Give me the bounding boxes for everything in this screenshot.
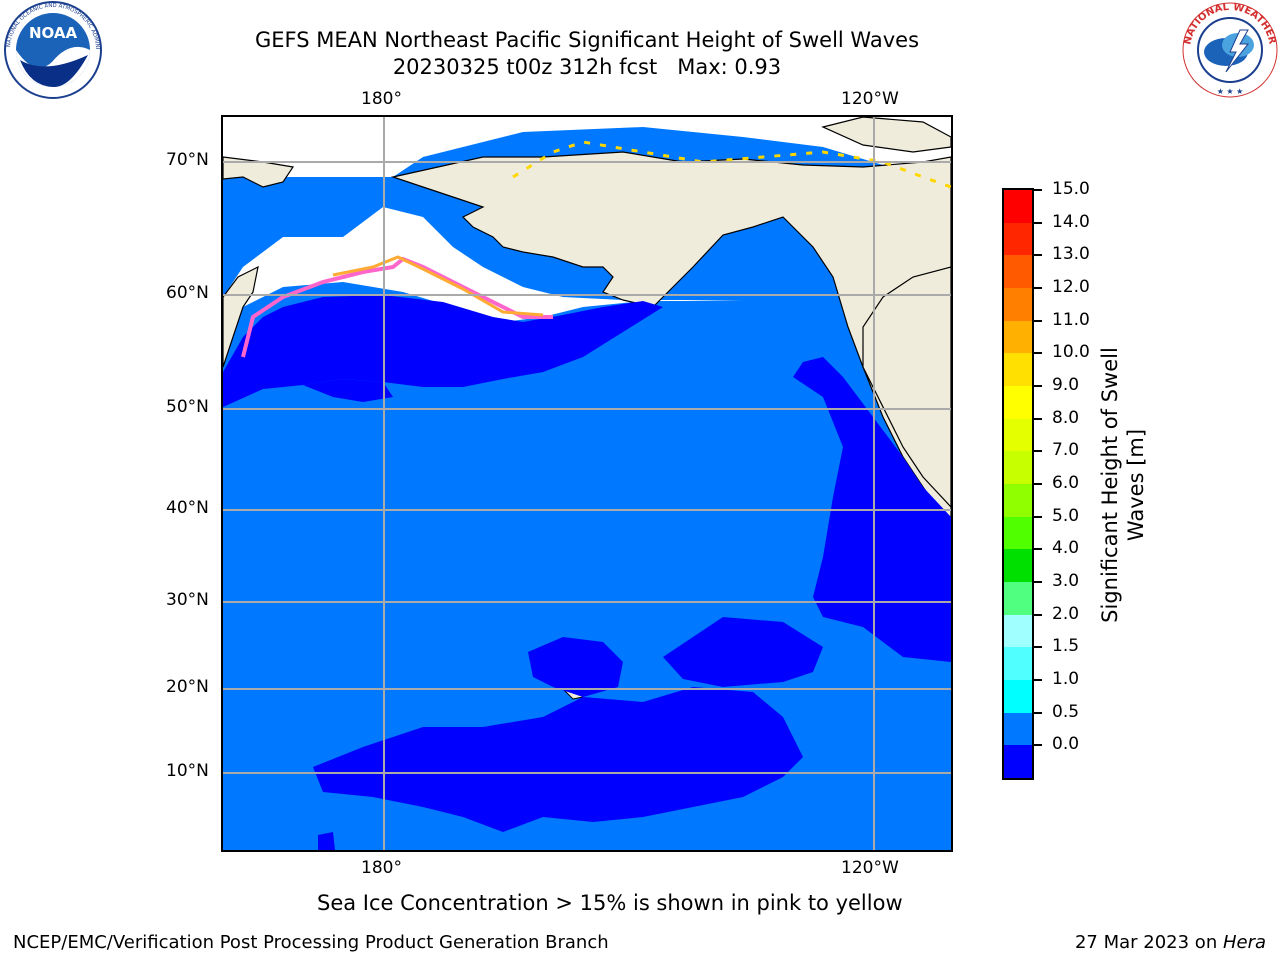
noaa-logo-icon: NOAA NATIONAL OCEANIC AND ATMOSPHERIC AD… — [0, 0, 102, 99]
low-swell-south-patch — [318, 832, 335, 850]
colorbar-segment — [1004, 353, 1032, 387]
colorbar-tick-label: 15.0 — [1052, 179, 1090, 199]
colorbar-segment — [1004, 582, 1032, 616]
colorbar-segment — [1004, 549, 1032, 583]
footer-date: 27 Mar 2023 on Hera — [1075, 932, 1266, 953]
colorbar-tick-mark — [1034, 711, 1042, 714]
colorbar-tick-label: 0.0 — [1052, 734, 1080, 755]
colorbar-tick-mark — [1034, 679, 1042, 681]
lon-label-bottom-120w: 120°W — [841, 858, 899, 878]
lat-label-70n: 70°N — [166, 150, 209, 170]
colorbar-tick-label: 1.0 — [1052, 669, 1080, 689]
low-swell-aleutian-islands — [303, 379, 393, 402]
noaa-logo: NOAA NATIONAL OCEANIC AND ATMOSPHERIC AD… — [0, 0, 104, 100]
colorbar-tick-label: 10.0 — [1052, 342, 1090, 363]
colorbar-tick-label: 4.0 — [1052, 538, 1080, 559]
colorbar-segment — [1004, 647, 1032, 681]
colorbar-label-line-1: Significant Height of Swell — [1098, 347, 1122, 623]
colorbar-segment — [1004, 712, 1032, 746]
low-swell-subtropical-east — [663, 617, 823, 687]
colorbar-segment — [1004, 190, 1032, 224]
low-swell-north-pacific — [223, 295, 663, 407]
lat-label-10n: 10°N — [166, 761, 209, 781]
map-canvas — [223, 117, 951, 850]
colorbar-segment — [1004, 255, 1032, 289]
map-gridlines — [223, 117, 951, 850]
low-swell-tropical-band — [313, 687, 803, 832]
map-panel — [221, 115, 953, 852]
colorbar-segment — [1004, 614, 1032, 648]
colorbar-tick-mark — [1034, 613, 1042, 616]
colorbar-tick-mark — [1034, 385, 1042, 387]
colorbar-tick-label: 0.5 — [1052, 701, 1080, 722]
colorbar-segment — [1004, 516, 1032, 550]
colorbar-label-line-2: Waves [m] — [1124, 428, 1148, 542]
colorbar-tick-mark — [1034, 319, 1042, 322]
colorbar-tick-mark — [1034, 450, 1042, 453]
lat-label-40n: 40°N — [166, 498, 209, 518]
colorbar-tick-label: 14.0 — [1052, 211, 1090, 232]
colorbar-tick-mark — [1034, 417, 1042, 420]
colorbar-tick-mark — [1034, 548, 1042, 551]
chukotka-land — [223, 265, 259, 368]
colorbar-segment — [1004, 680, 1032, 714]
colorbar-segment — [1004, 418, 1032, 452]
footer-date-text: 27 Mar 2023 on — [1074, 932, 1223, 953]
footer-org: NCEP/EMC/Verification Post Processing Pr… — [13, 932, 609, 953]
colorbar-tick-label: 13.0 — [1052, 244, 1090, 265]
colorbar-tick-label: 12.0 — [1052, 277, 1090, 297]
colorbar-tick-label: 1.5 — [1052, 636, 1080, 657]
arctic-ice-area — [223, 117, 951, 197]
map-subtitle: 20230325 t00z 312h fcst Max: 0.93 — [392, 55, 782, 79]
colorbar-tick-label: 6.0 — [1052, 473, 1080, 493]
lon-label-top-120w: 120°W — [841, 89, 899, 109]
alaska-land — [390, 151, 951, 529]
colorbar-tick-label: 2.0 — [1052, 603, 1080, 624]
lat-label-50n: 50°N — [166, 397, 209, 417]
colorbar-tick-label: 7.0 — [1052, 440, 1080, 461]
arctic-ice-edge — [512, 140, 951, 189]
colorbar-tick-label: 11.0 — [1052, 309, 1090, 330]
colorbar-segment — [1004, 288, 1032, 322]
lon-label-bottom-180: 180° — [361, 858, 402, 878]
colorbar-tick-mark — [1034, 744, 1042, 747]
lat-label-20n: 20°N — [166, 677, 209, 697]
colorbar-tick-mark — [1034, 352, 1042, 355]
nws-logo: NATIONAL WEATHER SERVICE ★ ★ ★ — [1174, 0, 1280, 100]
colorbar-segment — [1004, 451, 1032, 485]
colorbar-segment — [1004, 745, 1032, 779]
colorbar-tick-mark — [1034, 221, 1042, 224]
colorbar-tick-mark — [1034, 254, 1042, 257]
lat-label-60n: 60°N — [166, 283, 209, 303]
colorbar-tick-label: 9.0 — [1052, 375, 1080, 395]
colorbar-tick-mark — [1034, 515, 1042, 518]
lat-label-30n: 30°N — [166, 590, 209, 610]
footer-host: Hera — [1222, 932, 1266, 953]
low-swell-subtropical-west — [528, 637, 623, 697]
colorbar-tick-mark — [1034, 287, 1042, 289]
colorbar-segment — [1004, 320, 1032, 354]
colorbar-tick-label: 3.0 — [1052, 571, 1080, 591]
canada-coast-land — [862, 266, 951, 508]
colorbar-tick-mark — [1034, 189, 1042, 191]
bering-sea-ice-area — [223, 207, 743, 322]
colorbar-tick-mark — [1034, 483, 1042, 485]
bering-ice-edge — [241, 256, 553, 358]
colorbar-segment — [1004, 222, 1032, 256]
colorbar-segment — [1004, 484, 1032, 518]
colorbar-tick-label: 8.0 — [1052, 407, 1080, 428]
colorbar — [1002, 188, 1034, 780]
sea-ice-caption: Sea Ice Concentration > 15% is shown in … — [317, 891, 903, 915]
colorbar-segment — [1004, 386, 1032, 420]
svg-text:★ ★ ★: ★ ★ ★ — [1217, 87, 1244, 96]
lon-label-top-180: 180° — [361, 89, 402, 109]
map-title: GEFS MEAN Northeast Pacific Significant … — [254, 28, 920, 52]
svg-text:NOAA: NOAA — [29, 24, 78, 42]
colorbar-tick-mark — [1034, 646, 1042, 649]
colorbar-tick-mark — [1034, 581, 1042, 583]
colorbar-tick-label: 5.0 — [1052, 505, 1080, 526]
bering-ice-edge-warm — [332, 255, 544, 317]
nws-logo-icon: NATIONAL WEATHER SERVICE ★ ★ ★ — [1174, 0, 1278, 98]
